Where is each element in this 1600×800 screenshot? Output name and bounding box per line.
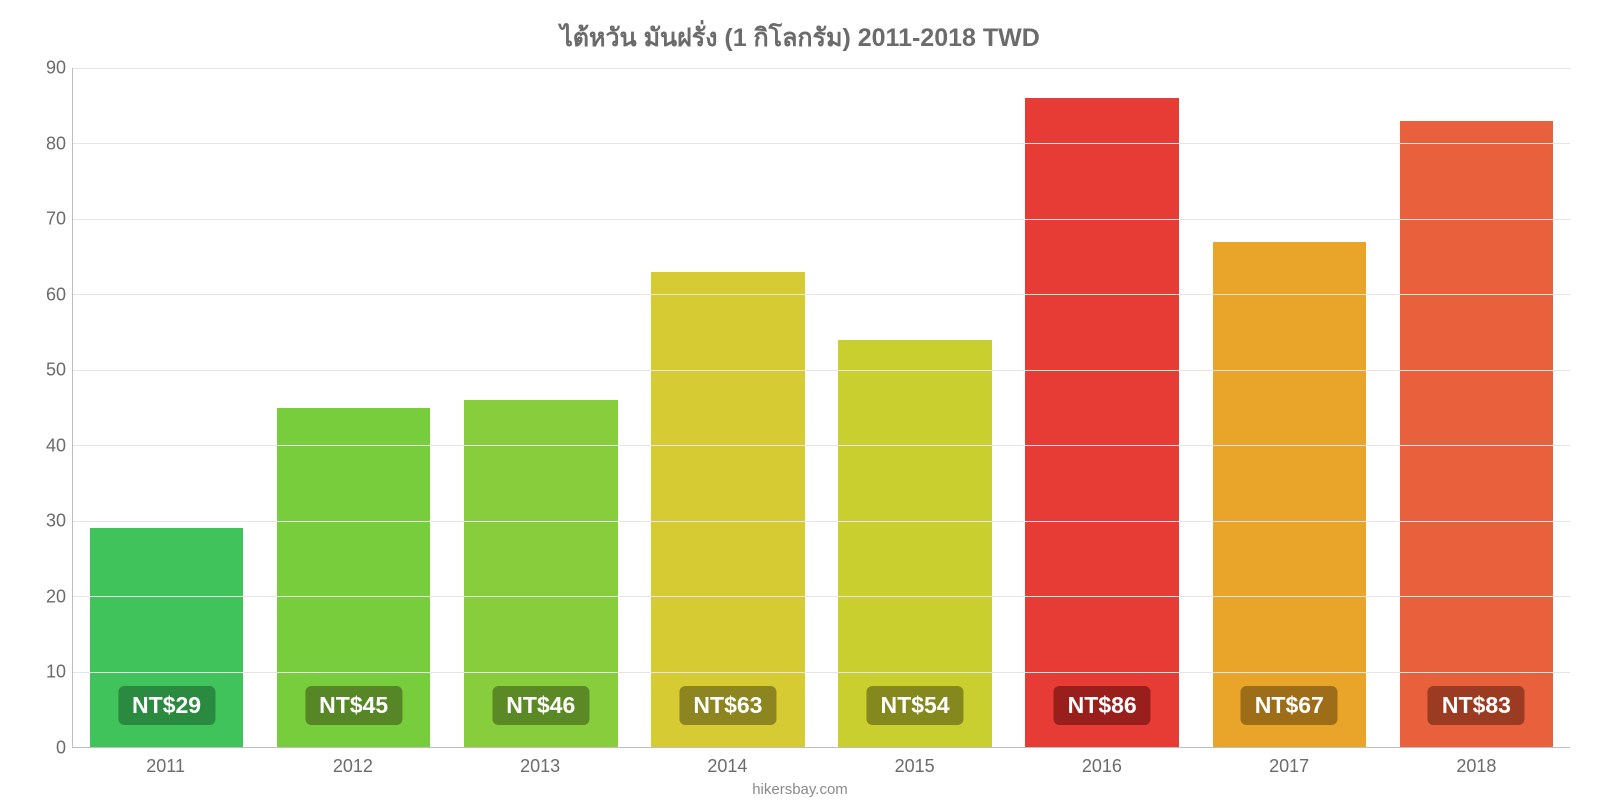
- grid-line: [73, 68, 1570, 69]
- chart-title: ไต้หวัน มันฝรั่ง (1 กิโลกรัม) 2011-2018 …: [30, 12, 1570, 68]
- grid-line: [73, 219, 1570, 220]
- bar: NT$29: [90, 528, 243, 747]
- bar-value-label: NT$46: [492, 686, 589, 725]
- x-tick-label: 2018: [1383, 756, 1570, 777]
- grid-line: [73, 672, 1570, 673]
- bar-value-label: NT$86: [1054, 686, 1151, 725]
- chart-footer: hikersbay.com: [30, 777, 1570, 798]
- y-tick-label: 50: [46, 360, 66, 381]
- y-axis: 0102030405060708090: [30, 68, 72, 748]
- y-tick-label: 70: [46, 209, 66, 230]
- grid-line: [73, 143, 1570, 144]
- bar-slot: NT$83: [1383, 68, 1570, 747]
- x-tick-label: 2014: [634, 756, 821, 777]
- bar-slot: NT$46: [447, 68, 634, 747]
- bar-value-label: NT$83: [1428, 686, 1525, 725]
- x-tick-label: 2012: [259, 756, 446, 777]
- grid-line: [73, 445, 1570, 446]
- bar-value-label: NT$29: [118, 686, 215, 725]
- bar-value-label: NT$54: [867, 686, 964, 725]
- x-tick-label: 2017: [1196, 756, 1383, 777]
- plot-area: 0102030405060708090 NT$29NT$45NT$46NT$63…: [30, 68, 1570, 748]
- y-tick-label: 0: [56, 738, 66, 759]
- bar-value-label: NT$45: [305, 686, 402, 725]
- bar-slot: NT$63: [634, 68, 821, 747]
- y-tick-label: 40: [46, 435, 66, 456]
- y-tick-label: 10: [46, 662, 66, 683]
- y-tick-label: 60: [46, 284, 66, 305]
- bar-slot: NT$86: [1009, 68, 1196, 747]
- y-tick-label: 80: [46, 133, 66, 154]
- bar-slot: NT$45: [260, 68, 447, 747]
- bar: NT$83: [1400, 121, 1553, 747]
- x-axis: 20112012201320142015201620172018: [72, 748, 1570, 777]
- bar-slot: NT$54: [822, 68, 1009, 747]
- bar-slot: NT$67: [1196, 68, 1383, 747]
- bar-group: NT$29 NT$45 NT$46 NT$63 NT$54 NT$86 NT$67 NT$83: [73, 68, 1570, 747]
- y-tick-label: 30: [46, 511, 66, 532]
- x-tick-label: 2016: [1008, 756, 1195, 777]
- bar: NT$63: [651, 272, 804, 747]
- grid-line: [73, 294, 1570, 295]
- x-tick-label: 2011: [72, 756, 259, 777]
- grid-line: [73, 521, 1570, 522]
- bar: NT$45: [277, 408, 430, 748]
- bar: NT$46: [464, 400, 617, 747]
- bar: NT$86: [1025, 98, 1178, 747]
- x-tick-label: 2015: [821, 756, 1008, 777]
- bar-value-label: NT$63: [679, 686, 776, 725]
- plot-region: NT$29 NT$45 NT$46 NT$63 NT$54 NT$86 NT$67 NT$83: [72, 68, 1570, 748]
- y-tick-label: 20: [46, 586, 66, 607]
- bar-value-label: NT$67: [1241, 686, 1338, 725]
- bar-slot: NT$29: [73, 68, 260, 747]
- bar: NT$54: [838, 340, 991, 747]
- y-tick-label: 90: [46, 58, 66, 79]
- grid-line: [73, 370, 1570, 371]
- x-tick-label: 2013: [447, 756, 634, 777]
- grid-line: [73, 596, 1570, 597]
- chart-container: ไต้หวัน มันฝรั่ง (1 กิโลกรัม) 2011-2018 …: [0, 0, 1600, 800]
